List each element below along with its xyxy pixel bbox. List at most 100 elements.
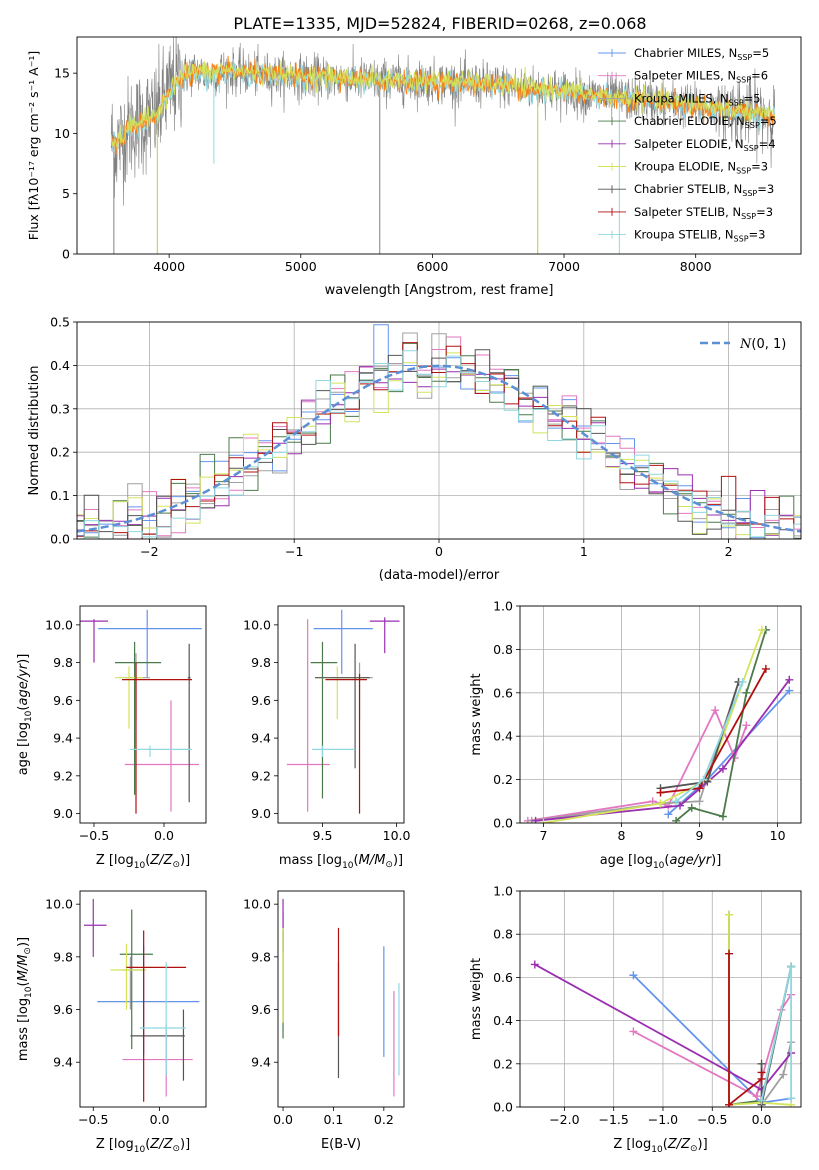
weight-marker: [629, 971, 638, 980]
weight-marker: [711, 706, 720, 715]
x-tick-label: 9.5: [313, 828, 333, 843]
weight-marker: [695, 784, 704, 793]
histogram-series: [77, 332, 801, 539]
weight-marker: [695, 797, 704, 806]
weight-marker: [656, 788, 665, 797]
y-tick-label: 0.0: [50, 532, 70, 547]
axes-frame: [519, 890, 802, 1108]
weight-marker: [757, 1096, 766, 1105]
legend-entry: Salpeter ELODIE, NSSP=4: [634, 137, 776, 153]
weight-series: [531, 681, 740, 822]
y-tick-label: 0.4: [493, 729, 513, 744]
x-tick-label: 0.2: [374, 1112, 394, 1127]
plot-area: [282, 898, 400, 1097]
y-tick-label: 5: [62, 186, 70, 201]
y-tick-label: 9.6: [53, 693, 73, 708]
axes-frame: [519, 605, 802, 824]
plot-area: [110, 37, 776, 254]
y-tick-label: 0.4: [50, 358, 70, 373]
y-axis-label: Normed distribution: [27, 366, 42, 496]
y-axis-label: mass weight: [469, 673, 484, 755]
x-tick-label: 0.1: [323, 1112, 343, 1127]
x-tick-label: −2.0: [549, 1112, 579, 1127]
axes-frame: [79, 605, 207, 824]
x-tick-label: −2: [140, 544, 158, 559]
y-tick-label: 0.3: [50, 401, 70, 416]
x-tick-label: 5000: [285, 259, 317, 274]
y-tick-label: 1.0: [493, 599, 513, 614]
weight-marker: [676, 801, 685, 810]
weight-marker: [629, 1027, 638, 1036]
y-tick-label: 0.2: [493, 772, 513, 787]
x-tick-label: 2: [725, 544, 733, 559]
x-axis-label: (data-model)/error: [379, 568, 500, 583]
x-tick-label: 7: [539, 828, 547, 843]
x-tick-label: 8: [617, 828, 625, 843]
panel-residuals: −2 −1 0 1 2 0.0 0.1 0.2 0.3 0.4 0.5 (data-model)/er…: [27, 315, 802, 583]
legend-entry: Kroupa STELIB, NSSP=3: [634, 228, 765, 244]
histogram-series: [77, 350, 801, 539]
plot-area: [77, 324, 801, 539]
y-tick-label: 9.0: [53, 806, 73, 821]
weight-marker: [725, 1100, 734, 1107]
legend-entry: Chabrier ELODIE, NSSP=5: [634, 114, 777, 130]
plot-area: [286, 609, 400, 814]
y-tick-label: 10.0: [243, 617, 271, 632]
axes-frame: [76, 321, 802, 540]
weight-marker: [672, 797, 681, 806]
histogram-series: [77, 342, 801, 539]
weight-marker: [539, 819, 548, 823]
legend-entry: Salpeter STELIB, NSSP=3: [634, 205, 773, 221]
plot-area: [523, 625, 794, 823]
x-tick-label: 6000: [417, 259, 449, 274]
y-tick-label: 0.5: [50, 315, 70, 330]
weight-marker: [742, 688, 751, 697]
y-tick-label: 10: [54, 126, 70, 141]
weight-series: [535, 679, 791, 822]
y-tick-label: 0.8: [493, 927, 513, 942]
weight-marker: [531, 816, 540, 823]
y-tick-label: 9.4: [53, 731, 73, 746]
weight-marker: [718, 812, 727, 821]
panel-age-vs-Z: −0.5 0.0 9.0 9.2 9.4 9.6 9.8 10.0 Z [log10(Z/Z⊙)…: [16, 605, 207, 871]
x-axis-label: mass [log10(M/M⊙)]: [279, 853, 403, 871]
legend-entry: N(0, 1): [739, 337, 786, 352]
x-tick-label: 10.0: [383, 828, 411, 843]
x-tick-label: 0.0: [154, 828, 174, 843]
y-tick-label: 0.6: [493, 685, 513, 700]
y-tick-label: 10.0: [45, 897, 73, 912]
x-tick-label: 7000: [548, 259, 580, 274]
weight-marker: [757, 1068, 766, 1077]
y-tick-label: 0.8: [493, 642, 513, 657]
x-tick-label: −0.5: [79, 828, 109, 843]
y-axis-label: mass weight: [469, 958, 484, 1040]
y-axis-label: age [log10(age/yr)]: [16, 654, 34, 776]
weight-marker: [738, 677, 747, 686]
y-tick-label: 0.2: [493, 1056, 513, 1071]
panel-spectrum: 4000 5000 6000 7000 8000 0 5 10 15 wavelength [An…: [26, 36, 802, 298]
plot-area: [80, 609, 202, 814]
y-tick-label: 15: [54, 66, 70, 81]
y-tick-label: 0: [62, 247, 70, 262]
weight-series: [728, 953, 763, 1107]
x-axis-label: wavelength [Angstrom, rest frame]: [325, 283, 554, 298]
weight-marker: [757, 1059, 766, 1068]
y-tick-label: 0.1: [50, 488, 70, 503]
x-axis-label: Z [log10(Z/Z⊙)]: [96, 853, 190, 871]
plot-area: [530, 910, 796, 1107]
y-tick-label: 9.6: [251, 1002, 271, 1017]
weight-marker: [787, 1094, 796, 1103]
legend-entry: Chabrier STELIB, NSSP=3: [634, 182, 774, 198]
y-tick-label: 0.2: [50, 445, 70, 460]
panel-weight-vs-Z: −2.0 −1.5 −1.0 −0.5 0.0 0.0 0.2 0.4 0.6 0.8 1.0 Z […: [469, 884, 802, 1155]
weight-marker: [530, 960, 539, 969]
histogram-series: [77, 336, 801, 539]
y-axis-label: mass [log10(M/M⊙)]: [16, 937, 34, 1061]
x-tick-label: 0.0: [273, 1112, 293, 1127]
x-tick-label: 8000: [680, 259, 712, 274]
weight-series: [760, 966, 792, 1101]
panel-mass-vs-EBV: 0.0 0.1 0.2 9.4 9.6 9.8 10.0 E(B-V): [243, 890, 405, 1152]
y-tick-label: 9.8: [251, 655, 271, 670]
legend-entry: Kroupa ELODIE, NSSP=3: [634, 160, 768, 176]
weight-marker: [656, 799, 665, 808]
